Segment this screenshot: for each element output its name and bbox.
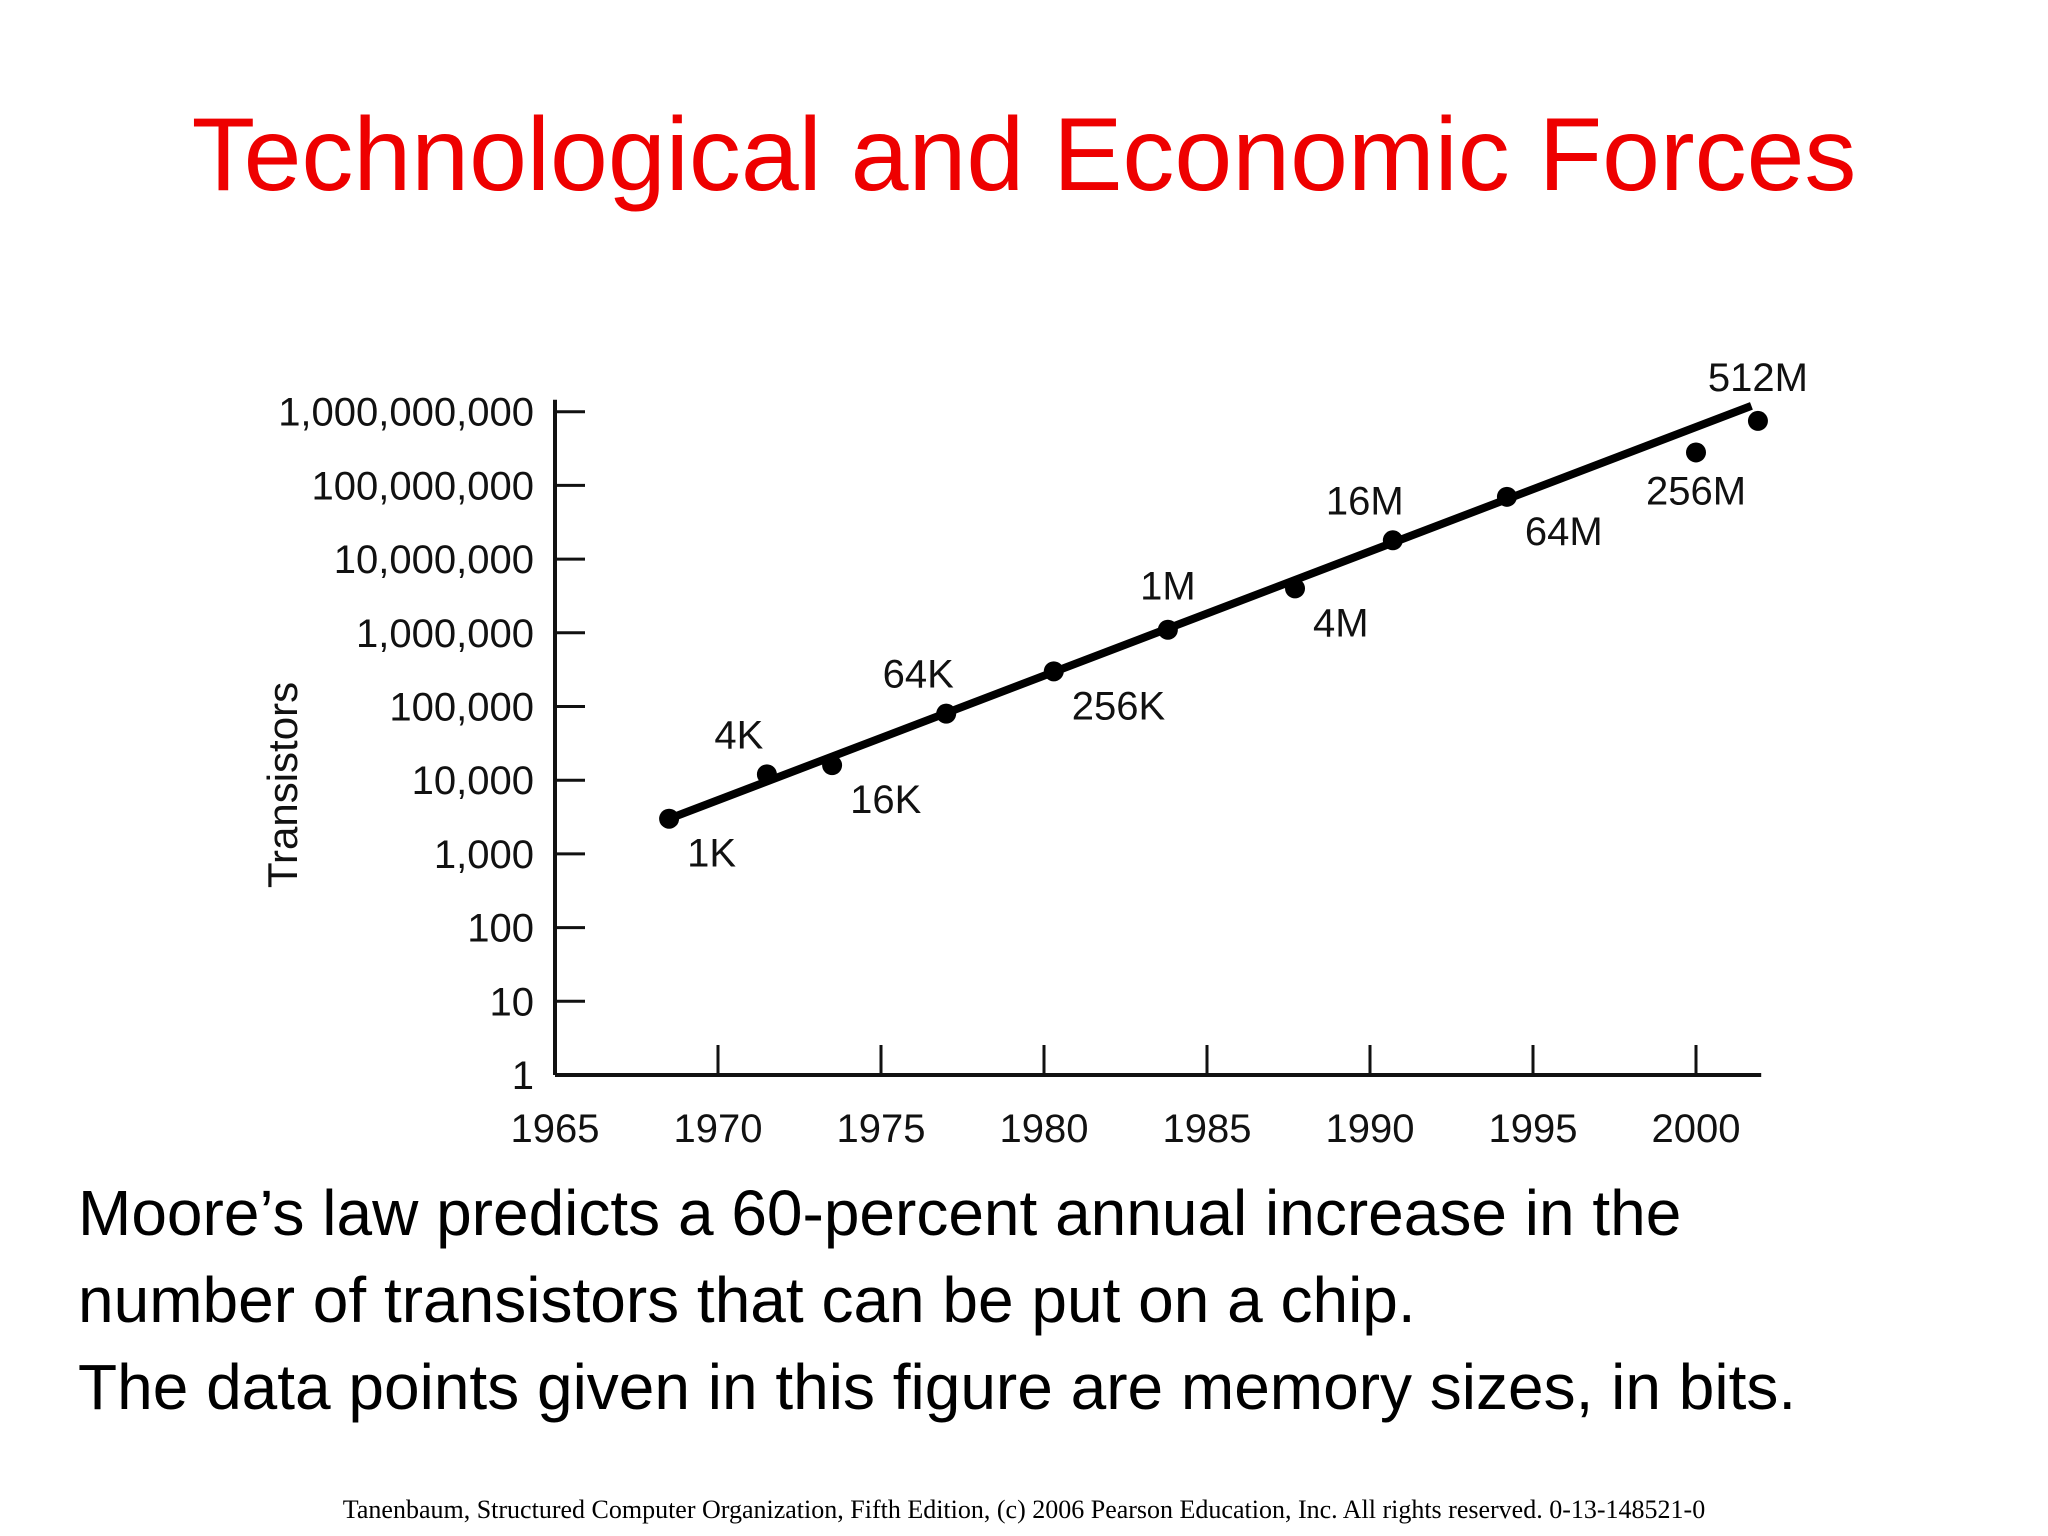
y-tick-label: 100,000 (389, 686, 534, 730)
data-point (936, 703, 957, 724)
y-tick-label: 10 (490, 980, 535, 1024)
data-point (1382, 530, 1403, 551)
data-point-label: 16M (1326, 479, 1404, 523)
y-tick-label: 100,000,000 (312, 464, 534, 508)
chart-axes (553, 399, 1762, 1077)
trend-line (667, 402, 1753, 823)
data-point (1496, 486, 1517, 507)
y-tick-label: 10,000 (412, 759, 534, 803)
y-tick-label: 1,000,000 (356, 612, 534, 656)
y-tick-label: 10,000,000 (334, 538, 534, 582)
y-tick-label: 1,000,000,000 (278, 391, 534, 435)
data-point-label: 16K (850, 778, 921, 822)
data-point (659, 808, 680, 829)
data-points (659, 410, 1768, 829)
data-point-label: 256M (1646, 469, 1746, 513)
copyright-footer: Tanenbaum, Structured Computer Organizat… (342, 1495, 1706, 1524)
data-point-label: 4M (1313, 601, 1369, 645)
x-tick-label: 1980 (1000, 1107, 1089, 1151)
x-tick-label: 1985 (1163, 1107, 1252, 1151)
data-point (1043, 661, 1064, 682)
data-point-label: 1K (687, 832, 736, 876)
body-line-2: number of transistors that can be put on… (78, 1264, 1416, 1336)
y-tick-label: 1 (512, 1054, 534, 1098)
data-point (756, 764, 777, 785)
data-point-labels: 1K 4K 16K 64K 256K 1M 4M 16M 64M 256M 512M (687, 356, 1808, 876)
x-tick-label: 1975 (837, 1107, 926, 1151)
y-tick-label: 100 (467, 907, 534, 951)
moores-law-chart: 1 10 100 1,000 10,000 100,000 1,000,000 10,000,… (259, 356, 1808, 1151)
y-tick-labels: 1 10 100 1,000 10,000 100,000 1,000,000 10,000,… (278, 391, 534, 1098)
x-tick-label: 1995 (1489, 1107, 1578, 1151)
slide-title: Technological and Economic Forces (191, 97, 1857, 213)
slide-body: Moore’s law predicts a 60-percent annual… (78, 1170, 2018, 1431)
data-point (1285, 578, 1306, 599)
y-axis-label: Transistors (259, 682, 306, 888)
data-point (1157, 619, 1178, 640)
data-point-label: 256K (1072, 684, 1166, 728)
x-tick-label: 1990 (1326, 1107, 1415, 1151)
data-point-label: 64K (883, 653, 954, 697)
y-tick-label: 1,000 (434, 833, 534, 877)
x-tick-label: 2000 (1652, 1107, 1741, 1151)
body-line-1: Moore’s law predicts a 60-percent annual… (78, 1177, 1682, 1249)
x-tick-label: 1965 (511, 1107, 600, 1151)
data-point (822, 755, 843, 776)
body-line-3: The data points given in this figure are… (78, 1351, 1797, 1423)
trend-line-group (667, 402, 1753, 823)
data-point-label: 1M (1140, 565, 1196, 609)
data-point-label: 64M (1525, 510, 1603, 554)
data-point (1686, 442, 1706, 463)
x-tick-label: 1970 (674, 1107, 763, 1151)
data-point (1747, 410, 1768, 431)
x-tick-labels: 1965 1970 1975 1980 1985 1990 1995 2000 (511, 1107, 1741, 1151)
data-point-label: 4K (714, 713, 763, 757)
data-point-label: 512M (1708, 356, 1808, 400)
